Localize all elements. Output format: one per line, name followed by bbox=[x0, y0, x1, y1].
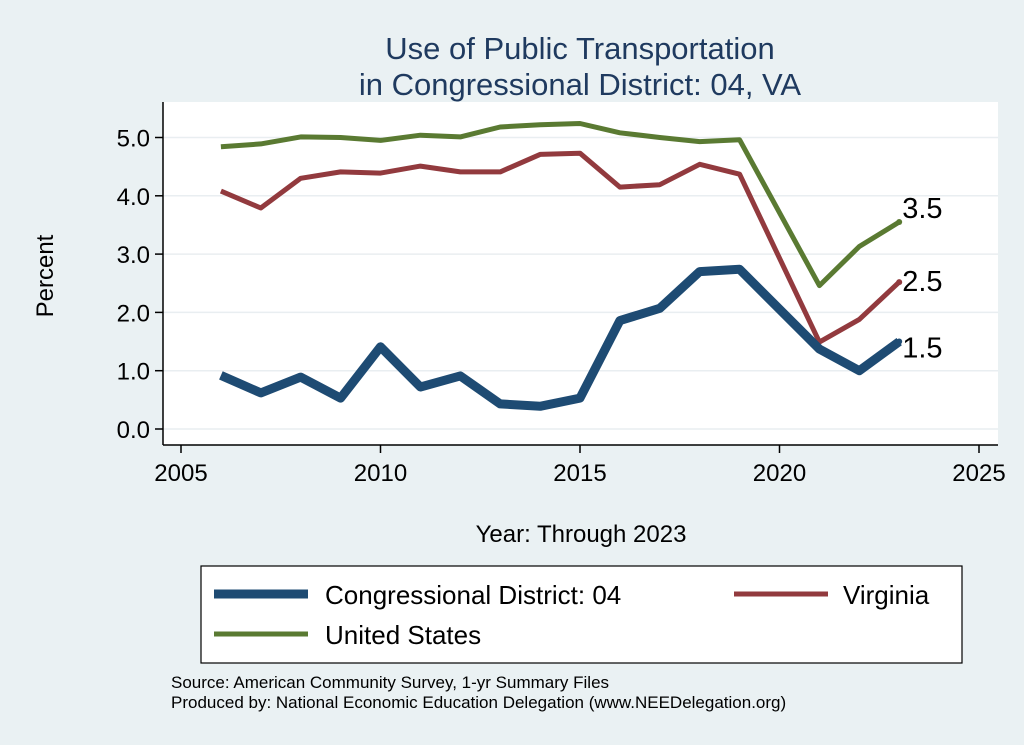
legend-label-1: Virginia bbox=[843, 580, 930, 610]
y-axis-title: Percent bbox=[32, 234, 59, 317]
y-tick-label-2: 2.0 bbox=[117, 300, 150, 327]
x-tick-label-1: 2010 bbox=[354, 460, 407, 487]
x-tick-label-4: 2025 bbox=[952, 460, 1005, 487]
series-line-2 bbox=[220, 121, 901, 289]
y-tick-label-5: 5.0 bbox=[117, 126, 150, 153]
end-labels: 1.5 2.5 3.5 bbox=[902, 193, 942, 365]
x-tick-label-0: 2005 bbox=[154, 460, 207, 487]
producer-note: Produced by: National Economic Education… bbox=[171, 693, 786, 712]
source-note: Source: American Community Survey, 1-yr … bbox=[171, 673, 609, 692]
legend-box bbox=[200, 565, 963, 664]
series-end-point-1 bbox=[896, 279, 903, 286]
chart-title-line-2: in Congressional District: 04, VA bbox=[359, 67, 802, 102]
x-axis-title: Year: Through 2023 bbox=[476, 521, 687, 548]
y-tick-label-0: 0.0 bbox=[117, 417, 150, 444]
y-tick-label-1: 1.0 bbox=[117, 359, 150, 386]
series-end-point-0 bbox=[896, 338, 903, 345]
end-label-1: 2.5 bbox=[902, 266, 942, 298]
x-tick-label-3: 2020 bbox=[753, 460, 806, 487]
legend-label-0: Congressional District: 04 bbox=[325, 580, 621, 610]
series-line-0 bbox=[219, 264, 902, 411]
x-tick-label-2: 2015 bbox=[553, 460, 606, 487]
legend-label-2: United States bbox=[325, 620, 481, 650]
series-line-1 bbox=[219, 150, 901, 345]
series-end-point-2 bbox=[896, 219, 903, 226]
y-tick-label-4: 4.0 bbox=[117, 184, 150, 211]
end-label-0: 1.5 bbox=[902, 333, 942, 365]
ticks: 0.0 1.0 2.0 3.0 4.0 5.0 2005 2010 2015 2020 2025 bbox=[117, 126, 1006, 488]
y-tick-label-3: 3.0 bbox=[117, 242, 150, 269]
gridlines bbox=[163, 136, 998, 430]
series-lines bbox=[219, 121, 903, 411]
end-label-2: 3.5 bbox=[902, 193, 942, 225]
chart-title-line-1: Use of Public Transportation bbox=[385, 31, 774, 66]
legend: Congressional District: 04 Virginia United… bbox=[214, 580, 930, 650]
